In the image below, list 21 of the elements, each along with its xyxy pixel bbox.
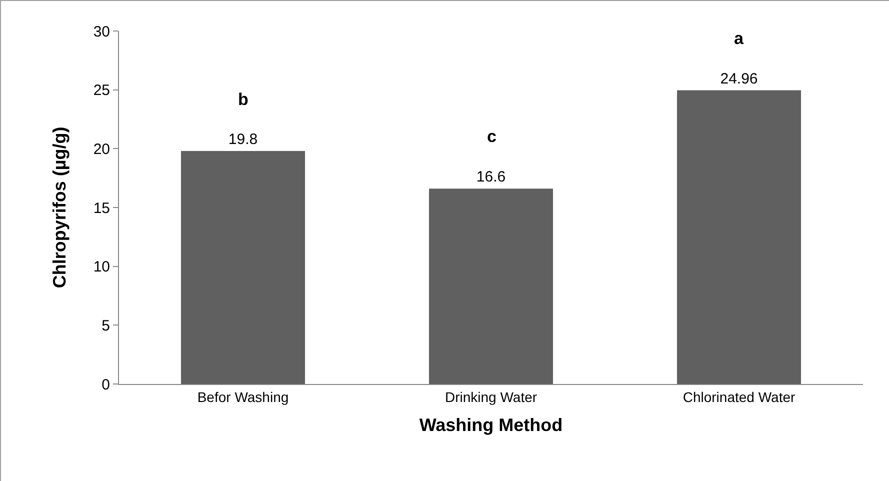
bar bbox=[181, 151, 305, 384]
y-tick-label: 15 bbox=[93, 200, 110, 217]
data-label: 24.96 bbox=[720, 70, 758, 88]
x-tick-label: Befor Washing bbox=[197, 388, 289, 405]
y-tick-label: 30 bbox=[93, 23, 110, 40]
x-tick-label: Drinking Water bbox=[444, 388, 538, 405]
y-tick-label: 5 bbox=[102, 317, 110, 334]
annotation: a bbox=[734, 29, 744, 48]
annotation: c bbox=[487, 127, 496, 146]
data-label: 16.6 bbox=[476, 168, 506, 186]
y-tick-label: 20 bbox=[93, 140, 110, 158]
y-tick-label: 0 bbox=[102, 376, 110, 394]
bar bbox=[677, 90, 801, 384]
x-axis-title: Washing Method bbox=[419, 414, 563, 435]
y-axis-title: Chlropyrifos (µg/g) bbox=[50, 126, 70, 288]
bar bbox=[429, 188, 553, 384]
y-tick-label: 25 bbox=[93, 82, 110, 100]
data-label: 19.8 bbox=[228, 131, 258, 148]
y-tick-label: 10 bbox=[93, 258, 110, 276]
x-tick-label: Chlorinated Water bbox=[682, 388, 796, 405]
annotation: b bbox=[238, 90, 248, 109]
